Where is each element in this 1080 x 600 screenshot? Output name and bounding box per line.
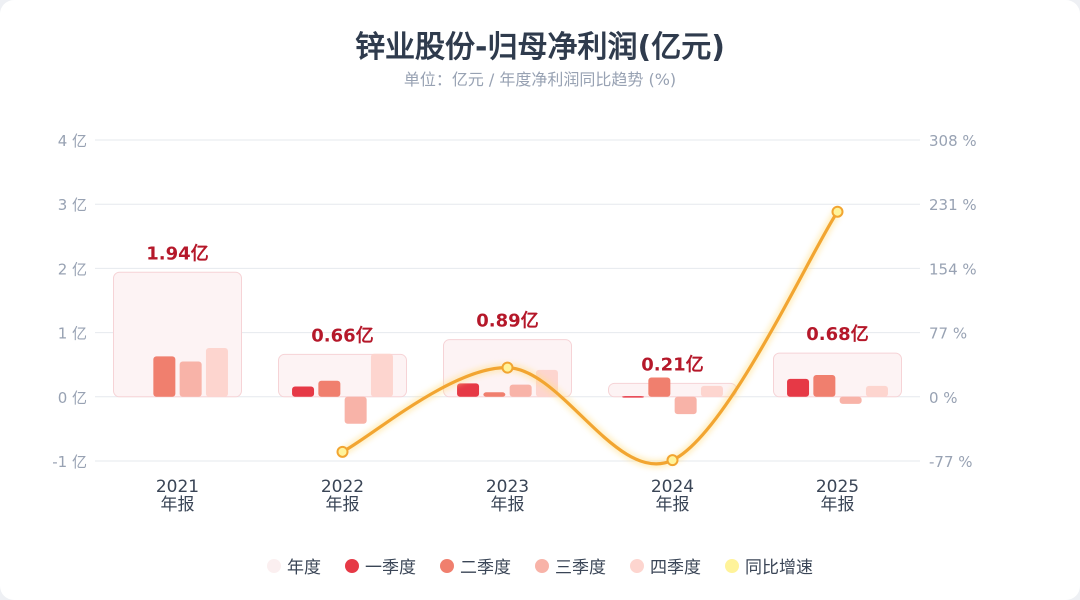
annual-value-label: 1.94亿 bbox=[146, 242, 208, 264]
legend-label: 同比增速 bbox=[745, 558, 813, 578]
legend-item[interactable]: 二季度 bbox=[440, 553, 511, 578]
x-tick-kind: 年报 bbox=[821, 495, 855, 515]
legend-item[interactable]: 同比增速 bbox=[725, 553, 813, 578]
yoy-point bbox=[831, 205, 844, 218]
x-tick-year: 2024 bbox=[651, 477, 694, 497]
legend-swatch bbox=[345, 558, 359, 573]
quarter-bar bbox=[865, 385, 888, 397]
y-left-tick-label: 2 亿 bbox=[58, 260, 87, 278]
quarter-bar bbox=[622, 396, 645, 398]
y-left-tick-label: 0 亿 bbox=[58, 389, 87, 407]
quarter-bar bbox=[292, 386, 315, 397]
quarter-bar bbox=[318, 380, 341, 397]
annual-value-label: 0.21亿 bbox=[641, 353, 703, 375]
y-left-tick-label: 3 亿 bbox=[58, 196, 87, 214]
quarter-bar bbox=[787, 378, 810, 397]
legend-swatch bbox=[630, 558, 644, 573]
chart-legend: 年度 一季度 二季度 三季度 四季度 同比增速 bbox=[0, 553, 1080, 578]
yoy-line bbox=[340, 210, 840, 466]
y-left-tick-label: 1 亿 bbox=[58, 325, 87, 343]
legend-swatch bbox=[725, 558, 739, 573]
y-right-tick-label: 231 % bbox=[929, 196, 977, 214]
quarter-bar bbox=[483, 392, 506, 397]
chart-title: 锌业股份-归母净利润(亿元) bbox=[355, 30, 725, 65]
annual-value-label: 0.66亿 bbox=[311, 324, 373, 346]
legend-swatch bbox=[440, 558, 454, 573]
y-right-tick-label: 77 % bbox=[929, 325, 967, 343]
quarter-bar bbox=[205, 348, 228, 397]
y-left-tick-label: 4 亿 bbox=[58, 132, 87, 150]
legend-label: 三季度 bbox=[555, 558, 606, 578]
x-tick-kind: 年报 bbox=[161, 495, 195, 515]
quarter-bar bbox=[153, 356, 176, 397]
quarter-bar bbox=[509, 384, 532, 397]
legend-label: 一季度 bbox=[365, 558, 416, 578]
legend-label: 二季度 bbox=[460, 558, 511, 578]
x-tick-year: 2023 bbox=[486, 477, 529, 497]
yoy-point bbox=[666, 454, 679, 467]
annual-value-label: 0.68亿 bbox=[806, 323, 868, 345]
quarter-bar bbox=[370, 353, 393, 397]
quarter-bar bbox=[839, 396, 862, 404]
y-left-tick-label: -1 亿 bbox=[52, 453, 87, 471]
legend-item[interactable]: 三季度 bbox=[535, 553, 606, 578]
x-tick-kind: 年报 bbox=[326, 495, 360, 515]
chart-subtitle: 单位：亿元 / 年度净利润同比趋势 (%) bbox=[403, 70, 677, 89]
x-tick-year: 2021 bbox=[156, 477, 199, 497]
x-tick-kind: 年报 bbox=[656, 495, 690, 515]
legend-swatch bbox=[535, 558, 549, 573]
quarter-bar bbox=[457, 383, 480, 397]
x-tick-year: 2025 bbox=[816, 477, 859, 497]
annual-value-label: 0.89亿 bbox=[476, 310, 538, 332]
quarter-bar bbox=[179, 361, 202, 397]
legend-item[interactable]: 一季度 bbox=[345, 553, 416, 578]
yoy-point bbox=[336, 445, 349, 458]
quarter-bar bbox=[813, 374, 836, 397]
legend-swatch bbox=[267, 558, 281, 573]
x-tick-kind: 年报 bbox=[491, 495, 525, 515]
quarter-bar bbox=[700, 385, 723, 397]
legend-item[interactable]: 年度 bbox=[267, 553, 321, 578]
legend-label: 四季度 bbox=[650, 558, 701, 578]
yoy-point bbox=[501, 361, 514, 374]
y-right-tick-label: -77 % bbox=[929, 453, 973, 471]
legend-label: 年度 bbox=[287, 558, 321, 578]
legend-item[interactable]: 四季度 bbox=[630, 553, 701, 578]
quarter-bar bbox=[344, 396, 367, 424]
y-right-tick-label: 154 % bbox=[929, 260, 977, 278]
y-right-tick-label: 308 % bbox=[929, 132, 977, 150]
quarter-bar bbox=[648, 377, 671, 397]
x-tick-year: 2022 bbox=[321, 477, 364, 497]
quarter-bar bbox=[674, 396, 697, 415]
y-right-tick-label: 0 % bbox=[929, 389, 958, 407]
